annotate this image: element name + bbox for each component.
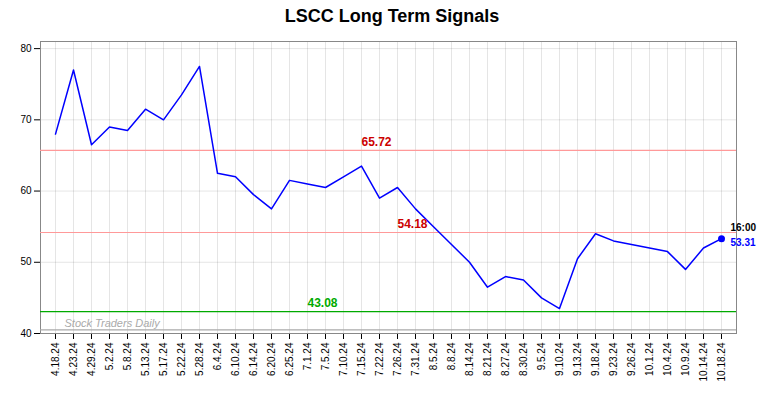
svg-text:80: 80 [20, 43, 32, 54]
svg-text:10.14.24: 10.14.24 [698, 342, 709, 381]
svg-text:7.22.24: 7.22.24 [374, 342, 385, 376]
svg-text:5.13.24: 5.13.24 [140, 342, 151, 376]
svg-text:7.5.24: 7.5.24 [320, 342, 331, 370]
svg-text:50: 50 [20, 256, 32, 267]
svg-text:65.72: 65.72 [362, 135, 392, 149]
svg-text:9.23.24: 9.23.24 [608, 342, 619, 376]
svg-text:5.17.24: 5.17.24 [158, 342, 169, 376]
svg-text:9.13.24: 9.13.24 [572, 342, 583, 376]
svg-text:6.20.24: 6.20.24 [266, 342, 277, 376]
svg-text:10.1.24: 10.1.24 [644, 342, 655, 376]
svg-text:7.1.24: 7.1.24 [302, 342, 313, 370]
svg-text:7.26.24: 7.26.24 [392, 342, 403, 376]
svg-text:9.5.24: 9.5.24 [536, 342, 547, 370]
svg-text:6.4.24: 6.4.24 [212, 342, 223, 370]
svg-text:16:00: 16:00 [731, 222, 757, 233]
svg-text:60: 60 [20, 185, 32, 196]
svg-text:6.25.24: 6.25.24 [284, 342, 295, 376]
svg-text:9.10.24: 9.10.24 [554, 342, 565, 376]
svg-text:40: 40 [20, 328, 32, 339]
svg-text:53.31: 53.31 [731, 237, 756, 248]
svg-text:8.30.24: 8.30.24 [518, 342, 529, 376]
svg-text:9.26.24: 9.26.24 [626, 342, 637, 376]
svg-text:6.14.24: 6.14.24 [248, 342, 259, 376]
svg-text:7.15.24: 7.15.24 [356, 342, 367, 376]
svg-text:5.28.24: 5.28.24 [194, 342, 205, 376]
svg-text:8.27.24: 8.27.24 [500, 342, 511, 376]
svg-text:7.10.24: 7.10.24 [338, 342, 349, 376]
svg-text:70: 70 [20, 114, 32, 125]
svg-text:10.18.24: 10.18.24 [716, 342, 727, 381]
svg-text:4.23.24: 4.23.24 [68, 342, 79, 376]
svg-text:7.31.24: 7.31.24 [410, 342, 421, 376]
svg-text:5.22.24: 5.22.24 [176, 342, 187, 376]
svg-text:Stock Traders Daily: Stock Traders Daily [65, 317, 162, 329]
svg-text:5.8.24: 5.8.24 [122, 342, 133, 370]
svg-text:6.10.24: 6.10.24 [230, 342, 241, 376]
svg-text:8.5.24: 8.5.24 [428, 342, 439, 370]
svg-text:8.8.24: 8.8.24 [446, 342, 457, 370]
svg-text:4.29.24: 4.29.24 [86, 342, 97, 376]
html-text:LSCC Long Term Signals: LSCC Long Term Signals [284, 6, 500, 26]
svg-text:43.08: 43.08 [308, 296, 338, 310]
svg-text:4.18.24: 4.18.24 [50, 342, 61, 376]
svg-text:5.2.24: 5.2.24 [104, 342, 115, 370]
svg-text:10.4.24: 10.4.24 [662, 342, 673, 376]
svg-text:10.9.24: 10.9.24 [680, 342, 691, 376]
svg-text:8.14.24: 8.14.24 [464, 342, 475, 376]
svg-text:8.21.24: 8.21.24 [482, 342, 493, 376]
svg-text:9.18.24: 9.18.24 [590, 342, 601, 376]
svg-text:54.18: 54.18 [398, 217, 428, 231]
